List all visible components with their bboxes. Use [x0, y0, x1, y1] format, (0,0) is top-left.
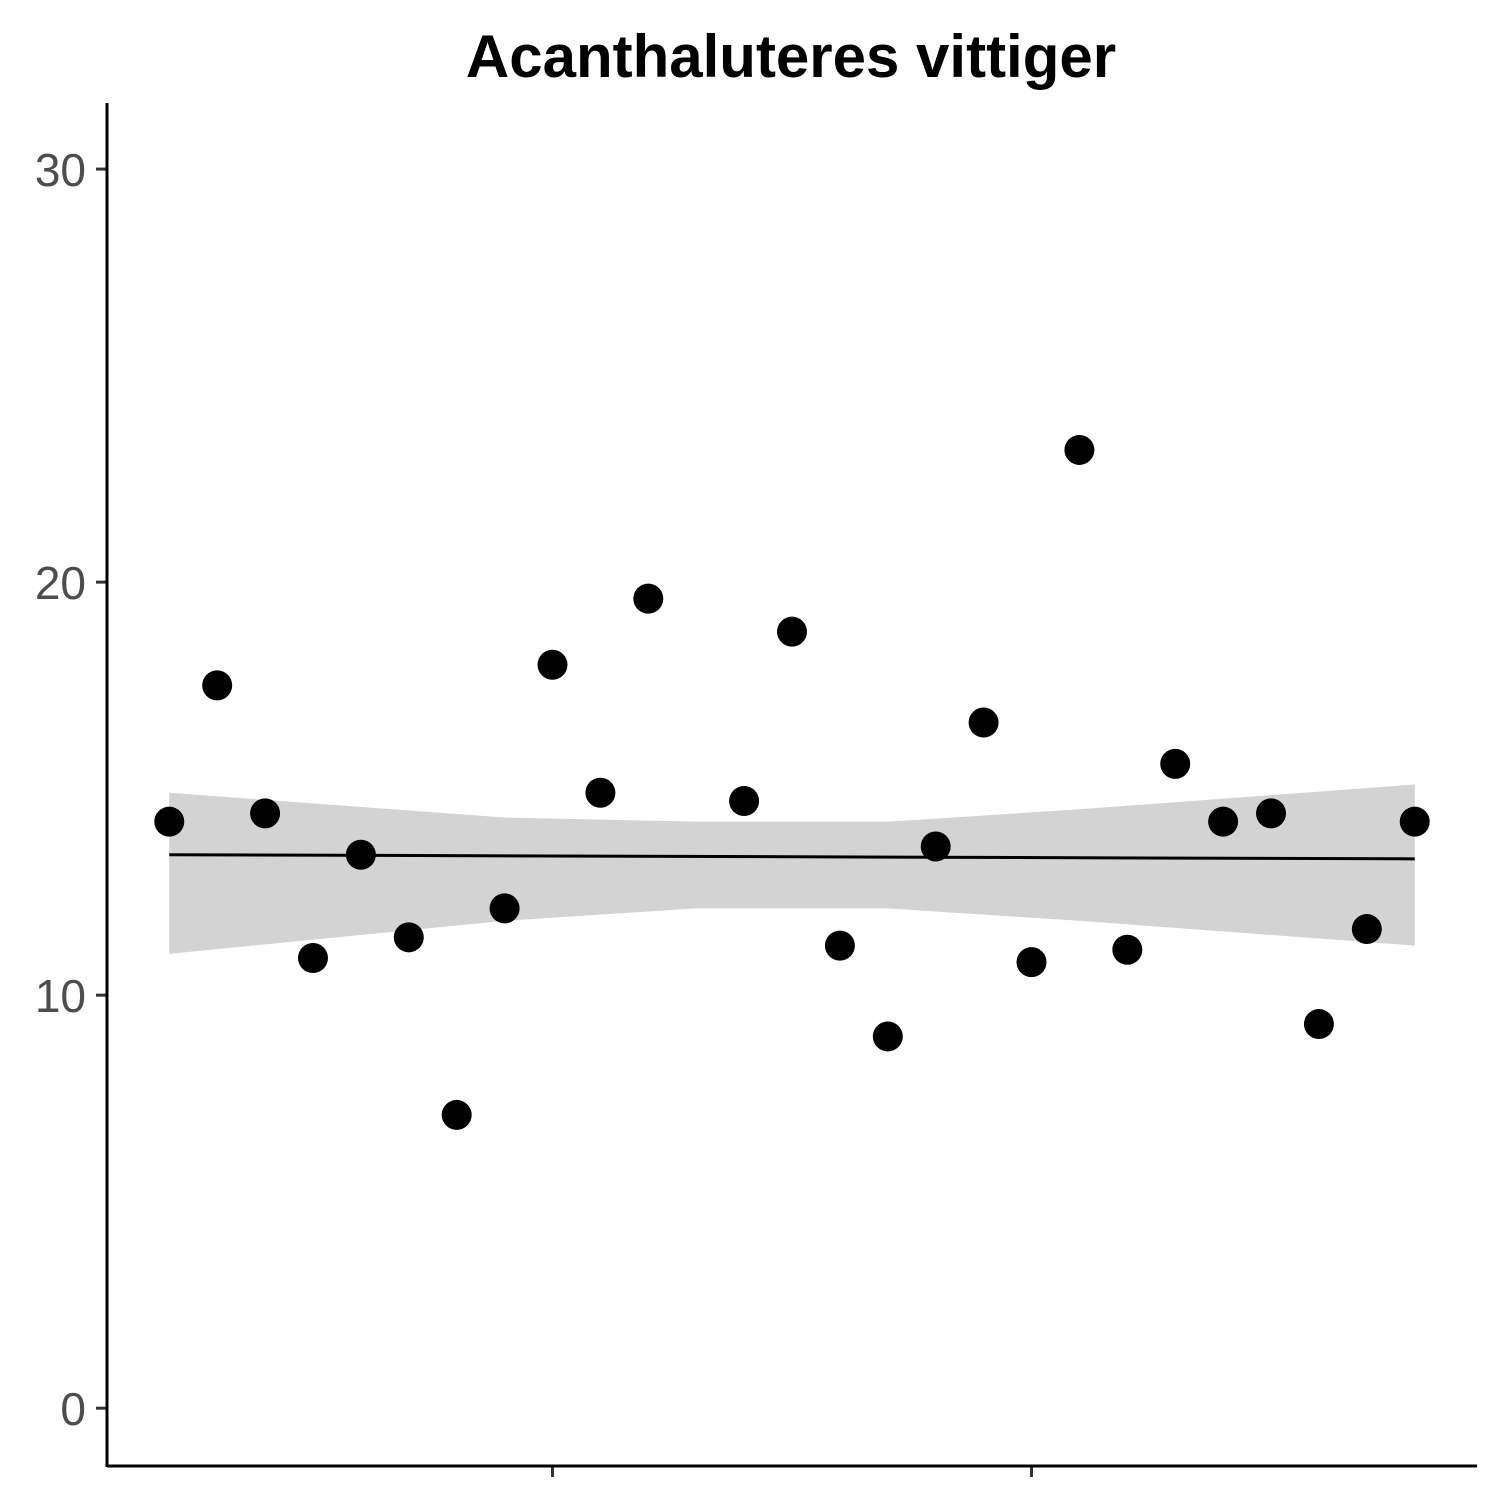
data-point	[920, 831, 951, 862]
data-point	[1351, 914, 1382, 945]
data-point	[1303, 1009, 1334, 1040]
data-point	[1016, 947, 1047, 978]
y-axis-ticks: 0 10 20 30	[35, 144, 107, 1435]
data-point	[824, 930, 855, 961]
y-tick-label: 30	[35, 144, 86, 196]
data-point	[202, 670, 233, 701]
data-point	[250, 798, 281, 829]
data-point	[393, 922, 424, 953]
trend-line	[169, 853, 1415, 861]
data-point	[489, 893, 520, 924]
data-point	[777, 616, 807, 647]
data-point	[1399, 806, 1430, 837]
data-point	[633, 583, 664, 614]
data-point	[1208, 806, 1239, 837]
plot-area	[154, 434, 1430, 1130]
y-tick-label: 20	[35, 557, 86, 609]
data-point	[1112, 934, 1143, 965]
data-point	[585, 777, 616, 808]
data-point	[297, 942, 328, 973]
y-tick-label: 0	[60, 1383, 86, 1435]
data-point	[154, 806, 185, 837]
data-point	[1256, 798, 1287, 829]
data-point	[1064, 434, 1095, 465]
chart-title: Acanthaluteres vittiger	[466, 23, 1116, 90]
data-point	[968, 707, 999, 738]
data-point	[345, 839, 376, 870]
data-point	[1160, 748, 1191, 779]
data-point	[537, 649, 568, 680]
y-tick-label: 10	[35, 970, 86, 1022]
data-point	[872, 1021, 903, 1052]
confidence-band	[169, 784, 1415, 954]
data-point	[729, 786, 760, 817]
data-point	[441, 1099, 472, 1130]
x-axis-ticks	[550, 1466, 1034, 1477]
